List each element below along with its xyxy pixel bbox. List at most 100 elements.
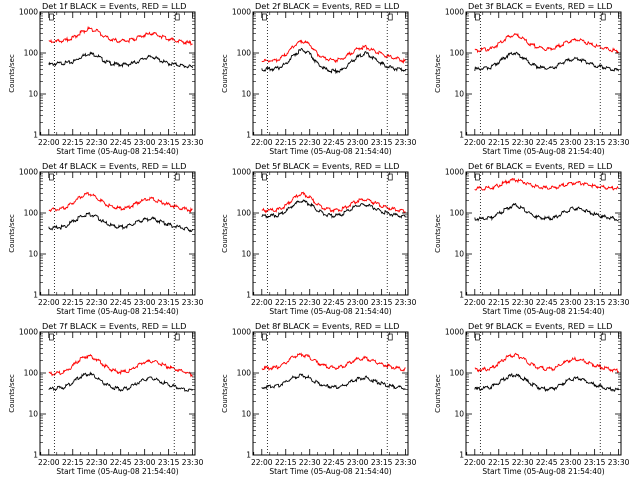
series-lld-line [261, 39, 406, 65]
x-tick-label: 22:45 [323, 298, 345, 307]
segment-marker [600, 173, 606, 181]
x-tick-label: 22:30 [299, 138, 321, 147]
y-tick-label: 10 [454, 250, 464, 259]
series-lld-line [48, 353, 193, 378]
series-events-line [474, 51, 619, 72]
x-axis-label: Start Time (05-Aug-08 21:54:40) [482, 467, 604, 476]
segment-marker [174, 173, 180, 181]
y-axis-label: Counts/sec [221, 214, 229, 253]
panel-det-9: Det 9f BLACK = Events, RED = LLD 1 10 100 10… [434, 321, 630, 476]
x-tick-label: 22:30 [299, 458, 321, 467]
x-tick-label: 23:00 [134, 458, 156, 467]
x-tick-label: 22:00 [38, 298, 60, 307]
x-tick-label: 22:00 [38, 138, 60, 147]
y-tick-label: 1 [33, 291, 38, 300]
y-tick-label: 100 [237, 209, 252, 218]
x-tick-label: 23:30 [182, 138, 204, 147]
x-tick-label: 23:00 [347, 138, 369, 147]
x-tick-label: 23:00 [347, 458, 369, 467]
segment-marker [49, 333, 54, 341]
y-tick-label: 100 [237, 369, 252, 378]
x-tick-label: 22:00 [464, 458, 486, 467]
x-tick-label: 22:30 [86, 298, 108, 307]
segment-marker [387, 173, 393, 181]
y-axis-label: Counts/sec [434, 54, 442, 93]
segment-marker [600, 333, 606, 341]
panel-title: Det 3f BLACK = Events, RED = LLD [468, 1, 612, 11]
segment-marker [387, 333, 393, 341]
plot-frame [39, 331, 196, 456]
y-tick-label: 10 [28, 90, 38, 99]
panel-det-1: Det 1f BLACK = Events, RED = LLD 1 10 100 10… [8, 1, 204, 156]
x-tick-label: 23:15 [584, 298, 606, 307]
x-tick-label: 23:15 [158, 458, 180, 467]
segment-marker [475, 173, 480, 181]
y-tick-label: 1 [246, 131, 251, 140]
y-tick-label: 100 [24, 49, 39, 58]
x-tick-label: 22:00 [38, 458, 60, 467]
y-tick-label: 100 [237, 49, 252, 58]
x-axis-label: Start Time (05-Aug-08 21:54:40) [56, 467, 178, 476]
x-tick-label: 22:45 [536, 298, 558, 307]
y-tick-label: 1000 [445, 168, 464, 177]
x-axis-label: Start Time (05-Aug-08 21:54:40) [269, 307, 391, 316]
panel-det-2: Det 2f BLACK = Events, RED = LLD 1 10 100 10… [221, 1, 417, 156]
x-tick-label: 23:30 [608, 458, 630, 467]
panel-det-7: Det 7f BLACK = Events, RED = LLD 1 10 100 10… [8, 321, 204, 476]
x-tick-label: 22:00 [251, 298, 273, 307]
x-tick-label: 23:15 [584, 138, 606, 147]
segment-marker [49, 173, 54, 181]
series-events-line [48, 211, 194, 233]
segment-marker [262, 13, 267, 21]
x-tick-label: 22:30 [299, 298, 321, 307]
x-tick-label: 22:30 [512, 138, 534, 147]
x-tick-label: 22:15 [488, 458, 510, 467]
x-tick-label: 23:30 [608, 298, 630, 307]
series-lld-line [474, 177, 619, 191]
x-tick-label: 22:45 [323, 138, 345, 147]
panel-title: Det 8f BLACK = Events, RED = LLD [255, 321, 399, 331]
series-events-line [48, 371, 193, 392]
segment-marker [262, 173, 267, 181]
panel-det-6: Det 6f BLACK = Events, RED = LLD 1 10 100 10… [434, 161, 630, 316]
y-tick-label: 1000 [232, 328, 251, 337]
y-axis-label: Counts/sec [434, 214, 442, 253]
segment-marker [387, 13, 393, 21]
y-tick-label: 100 [24, 369, 39, 378]
y-tick-label: 100 [24, 209, 39, 218]
y-tick-label: 1 [246, 291, 251, 300]
x-axis-label: Start Time (05-Aug-08 21:54:40) [482, 307, 604, 316]
x-tick-label: 22:45 [536, 138, 558, 147]
x-tick-label: 23:00 [560, 458, 582, 467]
y-axis-label: Counts/sec [221, 54, 229, 93]
y-axis-label: Counts/sec [434, 374, 442, 413]
x-tick-label: 23:15 [158, 298, 180, 307]
y-tick-label: 1000 [19, 8, 38, 17]
y-tick-label: 10 [454, 410, 464, 419]
panel-title: Det 9f BLACK = Events, RED = LLD [468, 321, 612, 331]
x-axis-label: Start Time (05-Aug-08 21:54:40) [482, 147, 604, 156]
x-tick-label: 22:45 [536, 458, 558, 467]
panel-det-3: Det 3f BLACK = Events, RED = LLD 1 10 100 10… [434, 1, 630, 156]
x-tick-label: 22:45 [110, 458, 132, 467]
segment-marker [475, 333, 480, 341]
x-tick-label: 22:15 [275, 138, 297, 147]
segment-marker [174, 333, 180, 341]
series-lld-line [261, 191, 406, 214]
plot-frame [252, 171, 409, 296]
series-events-line [474, 202, 619, 222]
series-events-line [261, 47, 407, 75]
x-tick-label: 23:30 [182, 298, 204, 307]
y-tick-label: 10 [28, 250, 38, 259]
x-tick-label: 22:15 [275, 458, 297, 467]
y-tick-label: 1 [246, 451, 251, 460]
x-tick-label: 22:30 [86, 138, 108, 147]
x-axis-label: Start Time (05-Aug-08 21:54:40) [56, 147, 178, 156]
x-tick-label: 22:45 [110, 298, 132, 307]
y-tick-label: 1000 [19, 328, 38, 337]
series-lld-line [261, 352, 406, 372]
plot-frame [252, 331, 409, 456]
y-tick-label: 1000 [19, 168, 38, 177]
x-tick-label: 23:15 [371, 138, 393, 147]
